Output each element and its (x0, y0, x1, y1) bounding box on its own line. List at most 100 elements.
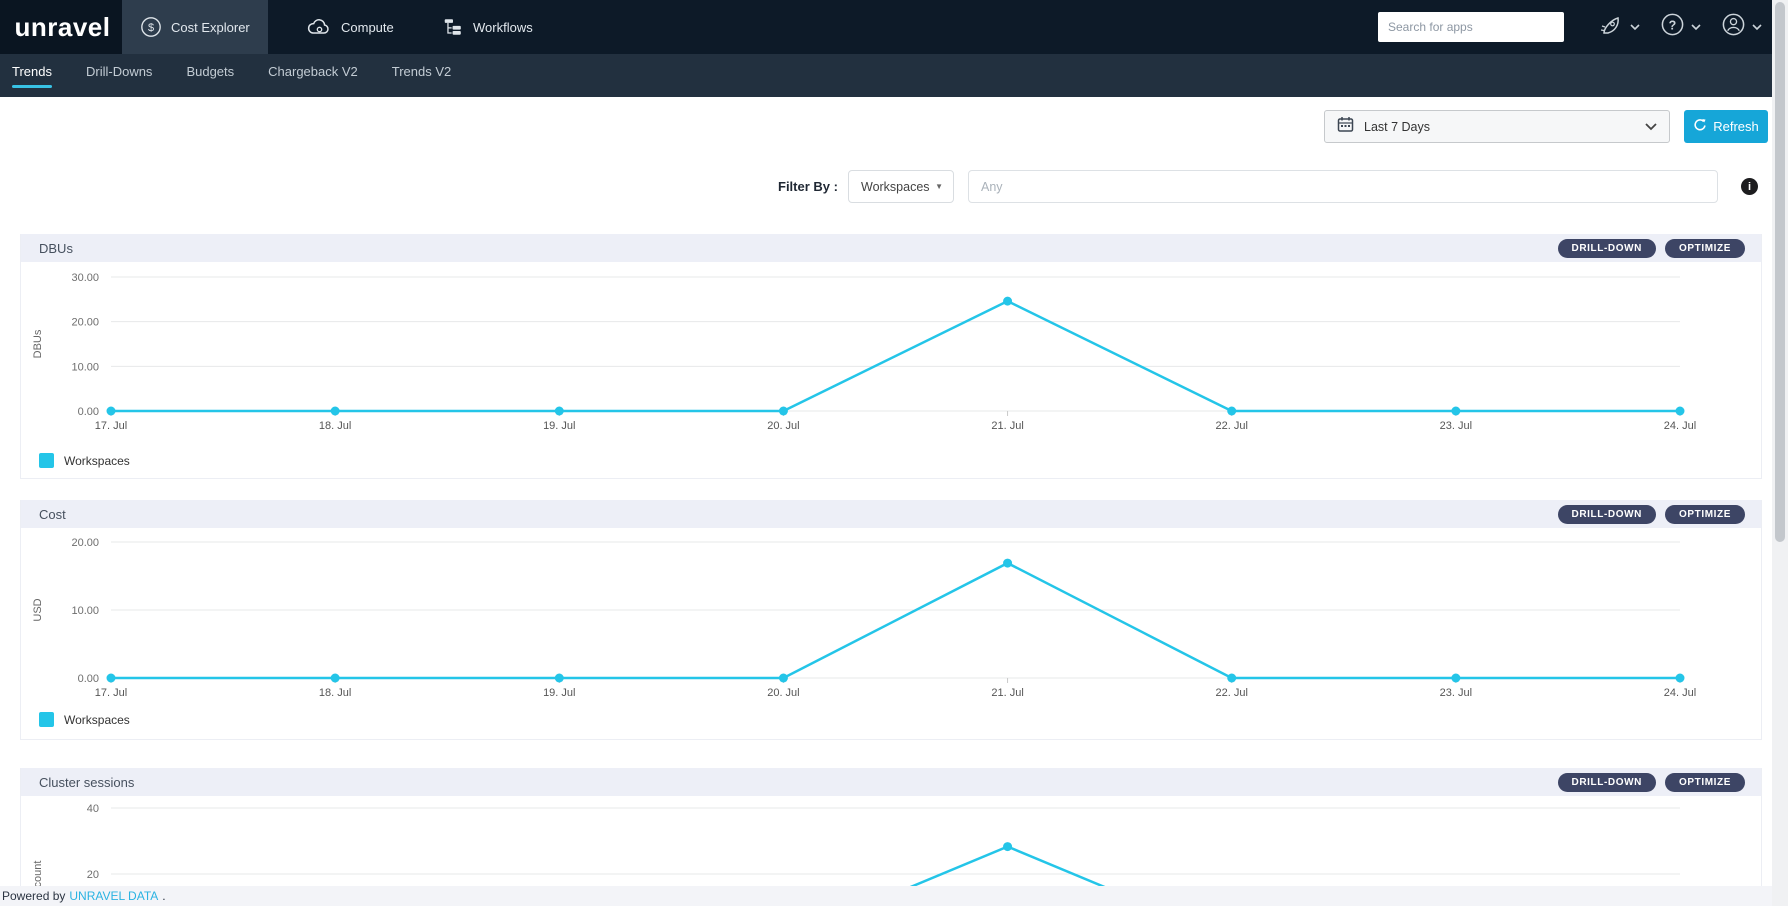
refresh-button[interactable]: Refresh (1684, 110, 1768, 143)
optimize-button[interactable]: OPTIMIZE (1664, 504, 1745, 524)
svg-text:22. Jul: 22. Jul (1216, 420, 1248, 432)
svg-text:20.00: 20.00 (71, 537, 99, 549)
tab-label: Chargeback V2 (268, 63, 358, 79)
svg-text:10.00: 10.00 (71, 361, 99, 373)
tab-label: Drill-Downs (85, 63, 153, 79)
drill-down-button[interactable]: DRILL-DOWN (1557, 504, 1656, 524)
svg-text:$: $ (148, 22, 154, 34)
chevron-down-icon (1630, 18, 1640, 36)
user-icon (1721, 12, 1746, 42)
chart-legend[interactable]: Workspaces (21, 712, 1761, 727)
vertical-scrollbar[interactable] (1772, 0, 1788, 906)
drill-down-button[interactable]: DRILL-DOWN (1557, 772, 1656, 792)
user-menu-button[interactable] (1721, 12, 1762, 42)
svg-text:17. Jul: 17. Jul (95, 687, 127, 699)
svg-text:24. Jul: 24. Jul (1664, 687, 1696, 699)
topbar-icon-group: ? (1598, 0, 1762, 54)
tab-trends-v2[interactable]: Trends V2 (392, 54, 452, 97)
legend-swatch (39, 453, 54, 468)
svg-text:23. Jul: 23. Jul (1440, 687, 1472, 699)
cloud-gear-icon (306, 16, 332, 38)
svg-text:20.00: 20.00 (71, 317, 99, 329)
footer-suffix: . (162, 889, 166, 903)
cost-panel: Cost DRILL-DOWN OPTIMIZE 0.00 10.00 20.00 1… (20, 500, 1762, 740)
panel-title: Cost (39, 506, 66, 522)
unravel-data-link[interactable]: UNRAVEL DATA (69, 889, 159, 903)
filter-type-value: Workspaces (861, 179, 930, 194)
svg-text:17. Jul: 17. Jul (95, 420, 127, 432)
calendar-icon (1337, 116, 1354, 138)
nav-item-workflows[interactable]: Workflows (424, 0, 551, 54)
optimize-button[interactable]: OPTIMIZE (1664, 238, 1745, 258)
dbus-panel: DBUs DRILL-DOWN OPTIMIZE 0.00 10.00 20.00 3… (20, 234, 1762, 479)
footer: Powered by UNRAVEL DATA . (0, 886, 1788, 906)
tab-chargeback-v2[interactable]: Chargeback V2 (268, 54, 358, 97)
svg-text:DBUs: DBUs (32, 329, 44, 358)
cluster-sessions-panel: Cluster sessions DRILL-DOWN OPTIMIZE 20 4… (20, 768, 1762, 886)
legend-swatch (39, 712, 54, 727)
panel-title: DBUs (39, 240, 73, 256)
refresh-label: Refresh (1713, 119, 1759, 134)
search-input[interactable] (1378, 12, 1564, 42)
rocket-menu-button[interactable] (1598, 12, 1640, 43)
tab-budgets[interactable]: Budgets (186, 54, 234, 97)
refresh-icon (1693, 118, 1707, 135)
svg-text:USD: USD (32, 598, 44, 621)
svg-text:22. Jul: 22. Jul (1216, 687, 1248, 699)
svg-text:0.00: 0.00 (78, 673, 99, 685)
nav-item-cost-explorer[interactable]: $ Cost Explorer (122, 0, 268, 54)
dollar-circle-icon: $ (140, 16, 162, 38)
svg-text:19. Jul: 19. Jul (543, 420, 575, 432)
rocket-icon (1598, 12, 1624, 43)
tab-trends[interactable]: Trends (12, 54, 52, 97)
filter-bar: Filter By : Workspaces ▼ i (0, 159, 1788, 215)
svg-text:10.00: 10.00 (71, 605, 99, 617)
svg-text:20. Jul: 20. Jul (767, 420, 799, 432)
drill-down-button[interactable]: DRILL-DOWN (1557, 238, 1656, 258)
legend-label: Workspaces (64, 453, 130, 468)
dbus-line-chart: 0.00 10.00 20.00 30.00 17. Jul 18. Jul 19. Jul… (32, 272, 1696, 432)
svg-text:0.00: 0.00 (78, 406, 99, 418)
svg-text:18. Jul: 18. Jul (319, 687, 351, 699)
workflow-tree-icon (442, 16, 464, 38)
panel-header: Cost DRILL-DOWN OPTIMIZE (21, 500, 1761, 528)
svg-text:18. Jul: 18. Jul (319, 420, 351, 432)
info-icon[interactable]: i (1741, 178, 1758, 195)
svg-text:20. Jul: 20. Jul (767, 687, 799, 699)
tab-drill-downs[interactable]: Drill-Downs (86, 54, 152, 97)
panel-header: DBUs DRILL-DOWN OPTIMIZE (21, 234, 1761, 262)
chevron-down-icon (1691, 18, 1701, 36)
date-range-value: Last 7 Days (1364, 119, 1431, 134)
top-navigation-bar: unravel $ Cost Explorer Compute Workflow… (0, 0, 1788, 54)
panel-title: Cluster sessions (39, 774, 135, 790)
optimize-button[interactable]: OPTIMIZE (1664, 772, 1745, 792)
svg-text:20: 20 (87, 869, 99, 881)
panel-header: Cluster sessions DRILL-DOWN OPTIMIZE (21, 768, 1761, 796)
chevron-down-icon (1645, 118, 1657, 136)
filter-by-label: Filter By : (778, 179, 838, 194)
chart-legend[interactable]: Workspaces (21, 453, 1761, 468)
nav-item-label: Workflows (473, 19, 533, 35)
filter-value-input[interactable] (968, 170, 1718, 203)
nav-item-compute[interactable]: Compute (288, 0, 412, 54)
nav-item-label: Compute (341, 19, 394, 35)
svg-text:count: count (32, 861, 44, 886)
scrollbar-thumb[interactable] (1775, 2, 1785, 542)
filter-type-select[interactable]: Workspaces ▼ (848, 170, 954, 203)
date-range-dropdown[interactable]: Last 7 Days (1324, 110, 1670, 143)
help-icon: ? (1660, 12, 1685, 42)
powered-by-text: Powered by (2, 889, 66, 903)
tab-label: Trends V2 (391, 63, 452, 79)
svg-text:19. Jul: 19. Jul (543, 687, 575, 699)
cost-line-chart: 0.00 10.00 20.00 17. Jul 18. Jul 19. Jul 20. J… (32, 537, 1696, 699)
tab-label: Trends (12, 63, 52, 79)
help-menu-button[interactable]: ? (1660, 12, 1701, 42)
unravel-logo[interactable]: unravel (0, 0, 125, 54)
legend-label: Workspaces (64, 712, 130, 727)
cost-explorer-tab-bar: Trends Drill-Downs Budgets Chargeback V2… (0, 54, 1788, 97)
logo-text: unravel (14, 11, 111, 42)
nav-item-label: Cost Explorer (171, 19, 250, 35)
toolbar-row: Last 7 Days Refresh (0, 97, 1788, 159)
